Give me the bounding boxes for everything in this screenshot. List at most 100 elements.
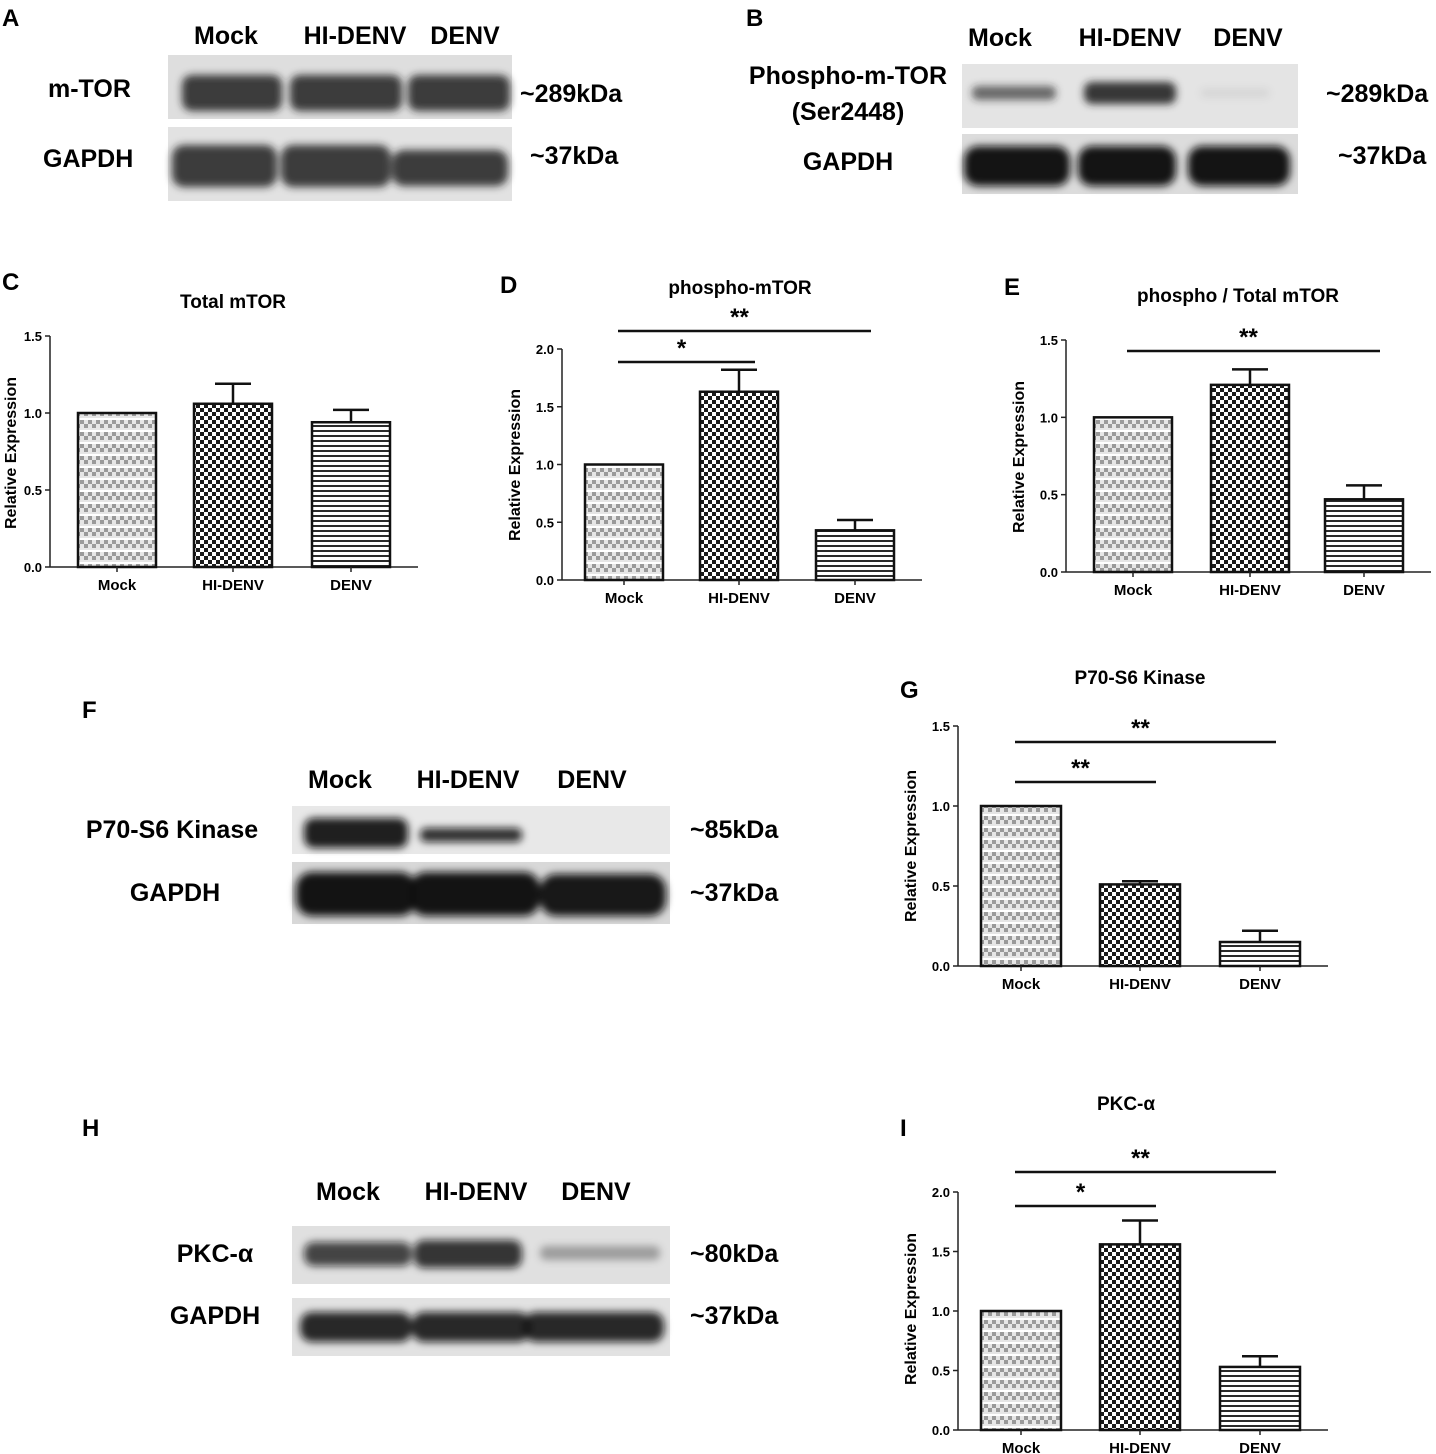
chart-body: 0.0 0.5 1.0 1.5 Mock HI-DENV DENV — [24, 329, 418, 594]
panel-F: F Mock HI-DENV DENV P70-S6 Kinase ~85kDa… — [82, 697, 779, 924]
y-tick-label: 0.0 — [1040, 565, 1058, 580]
blot-band — [1078, 146, 1176, 186]
significance-label: ** — [1131, 1145, 1150, 1172]
blot-protein-label: GAPDH — [803, 148, 893, 176]
x-tick-label: DENV — [1239, 976, 1281, 993]
chart-panel-E: E phospho / Total mTOR Relative Expressi… — [1004, 274, 1431, 599]
chart-title: P70-S6 Kinase — [1075, 668, 1206, 689]
y-tick-label: 1.0 — [536, 458, 554, 473]
panel-letter: B — [746, 5, 763, 32]
y-tick-label: 1.5 — [24, 329, 42, 344]
bar — [1098, 883, 1182, 968]
x-tick-label: Mock — [605, 590, 644, 607]
bar — [1323, 498, 1405, 574]
lane-label: Mock — [194, 22, 258, 50]
bar — [979, 1309, 1063, 1432]
panel-letter: E — [1004, 274, 1020, 301]
y-tick-label: 1.5 — [536, 400, 554, 415]
x-tick-label: HI-DENV — [1109, 976, 1171, 993]
blot-band — [304, 818, 408, 848]
significance-label: ** — [1239, 324, 1258, 351]
bar — [310, 420, 392, 569]
panel-letter: I — [900, 1115, 907, 1142]
y-tick-label: 0.5 — [932, 879, 950, 894]
blot-size-label: ~85kDa — [690, 816, 779, 844]
y-tick-label: 1.0 — [932, 1304, 950, 1319]
y-tick-label: 1.5 — [932, 719, 950, 734]
y-tick-label: 0.5 — [932, 1364, 950, 1379]
significance-label: * — [1076, 1179, 1086, 1206]
blot-protein-label: Phospho-m-TOR — [749, 62, 947, 90]
blot-band — [304, 1242, 412, 1266]
y-tick-label: 2.0 — [536, 342, 554, 357]
chart-panel-I: I PKC-α Relative Expression 0.0 0.5 1.0 1.5… — [900, 1094, 1328, 1454]
blot-band — [524, 1312, 664, 1342]
blot-size-label: ~289kDa — [1326, 80, 1429, 108]
blot-protein-label-line2: (Ser2448) — [792, 98, 905, 126]
blot-protein-label: P70-S6 Kinase — [86, 816, 258, 844]
panel-letter: D — [500, 272, 517, 299]
blot-size-label: ~37kDa — [690, 879, 779, 907]
panel-letter: G — [900, 677, 919, 704]
y-axis-label: Relative Expression — [903, 770, 920, 922]
y-tick-label: 2.0 — [932, 1185, 950, 1200]
blot-band — [410, 872, 540, 916]
blot-size-label: ~289kDa — [520, 80, 623, 108]
x-tick-label: Mock — [98, 577, 137, 594]
blot-band — [182, 75, 282, 111]
blot-band — [1084, 82, 1176, 104]
significance-label: * — [677, 335, 687, 362]
panel-letter: H — [82, 1115, 99, 1142]
chart-title: phospho-mTOR — [668, 278, 811, 299]
x-tick-label: DENV — [330, 577, 372, 594]
significance-label: ** — [1071, 755, 1090, 782]
chart-panel-G: G P70-S6 Kinase Relative Expression 0.0 0… — [900, 668, 1328, 993]
y-tick-label: 0.0 — [24, 560, 42, 575]
blot-protein-label: GAPDH — [170, 1302, 260, 1330]
y-tick-label: 1.5 — [932, 1245, 950, 1260]
panel-H: H Mock HI-DENV DENV PKC-α ~80kDa GAPDH ~… — [82, 1115, 779, 1356]
blot-band — [281, 145, 391, 187]
y-tick-label: 0.5 — [24, 483, 42, 498]
blot-band — [392, 150, 508, 186]
x-tick-label: HI-DENV — [708, 590, 770, 607]
x-tick-label: Mock — [1002, 1440, 1041, 1454]
panel-B: B Mock HI-DENV DENV Phospho-m-TOR (Ser24… — [746, 5, 1429, 194]
panel-letter: F — [82, 697, 97, 724]
x-tick-label: HI-DENV — [202, 577, 264, 594]
x-tick-label: DENV — [1239, 1440, 1281, 1454]
bar — [979, 804, 1063, 968]
blot-band — [540, 874, 666, 916]
blot-band — [414, 1240, 522, 1268]
x-tick-label: HI-DENV — [1109, 1440, 1171, 1454]
y-tick-label: 0.0 — [932, 959, 950, 974]
blot-band — [408, 75, 510, 111]
blot-band — [290, 75, 402, 111]
y-tick-label: 1.0 — [24, 406, 42, 421]
panel-letter: A — [2, 5, 19, 32]
chart-body: 0.0 0.5 1.0 1.5 Mock HI-DENV DENV ** ** — [932, 715, 1328, 993]
blot-size-label: ~80kDa — [690, 1240, 779, 1268]
bar — [698, 390, 780, 582]
blot-band — [540, 1246, 660, 1260]
x-tick-label: DENV — [834, 590, 876, 607]
bar — [1218, 1365, 1302, 1432]
blot-band — [1200, 88, 1270, 98]
blot-band — [1188, 146, 1290, 186]
y-tick-label: 1.0 — [1040, 410, 1058, 425]
lane-label: HI-DENV — [1079, 24, 1182, 52]
y-tick-label: 0.0 — [932, 1423, 950, 1438]
blot-protein-label: PKC-α — [177, 1240, 254, 1268]
significance-label: ** — [1131, 715, 1150, 742]
bar — [583, 463, 665, 582]
lane-label: Mock — [968, 24, 1032, 52]
y-axis-label: Relative Expression — [1011, 381, 1028, 533]
blot-band — [420, 828, 522, 842]
y-tick-label: 0.0 — [536, 573, 554, 588]
panel-A: A Mock HI-DENV DENV m-TOR ~289kDa GAPDH … — [2, 5, 623, 201]
lane-label: Mock — [316, 1178, 380, 1206]
chart-title: phospho / Total mTOR — [1137, 286, 1339, 307]
bar — [1209, 383, 1291, 574]
